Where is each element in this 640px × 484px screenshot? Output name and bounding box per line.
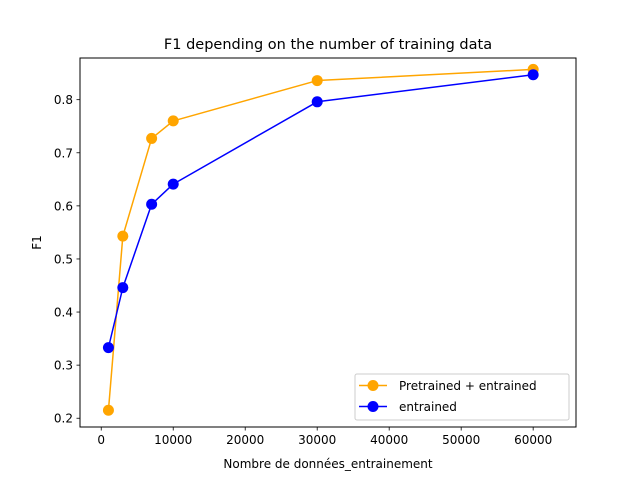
data-point-entrained bbox=[311, 96, 323, 108]
legend-label: entrained bbox=[399, 400, 457, 414]
x-tick-label: 0 bbox=[97, 433, 105, 447]
data-point-pretrained-entrained bbox=[117, 230, 129, 242]
x-tick-label: 10000 bbox=[154, 433, 192, 447]
x-tick-label: 30000 bbox=[298, 433, 336, 447]
series-line-entrained bbox=[107, 73, 534, 348]
plot-area bbox=[102, 63, 539, 416]
y-tick-label: 0.6 bbox=[54, 199, 73, 213]
legend-marker bbox=[367, 380, 379, 391]
plot-frame bbox=[79, 57, 577, 428]
legend: Pretrained + entrained entrained bbox=[354, 373, 570, 421]
legend-label: Pretrained + entrained bbox=[399, 379, 537, 393]
y-axis: 0.2 0.3 0.4 0.5 0.6 0.7 0.8 bbox=[54, 93, 80, 426]
data-point-pretrained-entrained bbox=[311, 75, 323, 87]
series-line-pretrained-entrained bbox=[107, 68, 534, 411]
series-entrained bbox=[102, 69, 539, 354]
y-tick-label: 0.5 bbox=[54, 252, 73, 266]
x-axis: 0 10000 20000 30000 40000 50000 60000 bbox=[97, 427, 552, 447]
data-point-pretrained-entrained bbox=[146, 132, 158, 144]
data-point-pretrained-entrained bbox=[102, 404, 114, 416]
x-tick-label: 20000 bbox=[226, 433, 264, 447]
x-tick-label: 60000 bbox=[514, 433, 552, 447]
legend-entry-entrained: entrained bbox=[359, 400, 457, 414]
y-tick-label: 0.8 bbox=[54, 93, 73, 107]
x-tick-label: 40000 bbox=[370, 433, 408, 447]
data-point-entrained bbox=[146, 198, 158, 210]
x-axis-label: Nombre de données_entrainement bbox=[223, 457, 432, 471]
y-tick-label: 0.2 bbox=[54, 412, 73, 426]
data-point-pretrained-entrained bbox=[167, 115, 179, 127]
y-tick-label: 0.4 bbox=[54, 306, 73, 320]
series-pretrained-entrained bbox=[102, 63, 539, 416]
legend-entry-pretrained-entrained: Pretrained + entrained bbox=[359, 379, 537, 393]
legend-box bbox=[354, 373, 570, 421]
x-tick-label: 50000 bbox=[442, 433, 480, 447]
y-axis-label: F1 bbox=[30, 235, 44, 250]
legend-entries: Pretrained + entrained entrained bbox=[359, 379, 537, 414]
data-point-entrained bbox=[102, 342, 114, 354]
y-tick-label: 0.3 bbox=[54, 359, 73, 373]
data-point-entrained bbox=[167, 178, 179, 190]
data-point-entrained bbox=[527, 69, 539, 81]
data-point-entrained bbox=[117, 282, 129, 294]
legend-marker bbox=[367, 401, 379, 412]
y-tick-label: 0.7 bbox=[54, 146, 73, 160]
chart-title: F1 depending on the number of training d… bbox=[164, 37, 492, 53]
